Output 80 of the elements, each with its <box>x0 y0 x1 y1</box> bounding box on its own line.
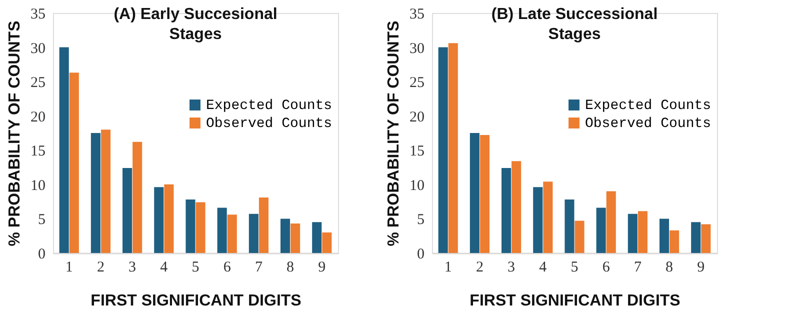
legend-label: Observed Counts <box>206 116 332 132</box>
bar <box>691 222 701 253</box>
bar <box>258 197 268 253</box>
bar <box>502 168 512 253</box>
bar <box>448 43 458 253</box>
bar <box>564 200 574 253</box>
bar <box>154 187 164 253</box>
x-tick-label: 5 <box>192 260 200 276</box>
x-tick-label: 8 <box>286 260 294 276</box>
y-tick-label: 25 <box>30 75 46 92</box>
bar <box>164 184 174 253</box>
x-tick-label: 8 <box>666 260 674 276</box>
chart-title: (B) Late Successional Stages <box>491 6 658 43</box>
y-tick-label: 0 <box>38 246 46 262</box>
legend-label: Expected Counts <box>585 98 712 114</box>
y-tick-label: 30 <box>30 40 46 57</box>
y-tick-label: 5 <box>38 212 46 228</box>
x-tick-label: 6 <box>602 260 610 276</box>
x-tick-label: 9 <box>697 260 705 276</box>
bar <box>533 187 543 253</box>
x-tick-label: 4 <box>539 260 548 276</box>
bar <box>543 182 553 253</box>
bar <box>606 191 616 253</box>
bar <box>132 142 142 253</box>
y-tick-label: 10 <box>410 178 424 194</box>
bar <box>280 218 290 253</box>
bar <box>470 133 480 253</box>
bar <box>480 135 490 253</box>
y-tick-label: 20 <box>410 109 424 126</box>
bar <box>122 168 132 253</box>
y-tick-label: 10 <box>30 178 46 194</box>
bar <box>701 224 711 253</box>
y-tick-label: 0 <box>417 246 424 262</box>
y-tick-label: 5 <box>417 212 424 228</box>
legend-label: Observed Counts <box>585 116 712 132</box>
x-tick-label: 1 <box>65 260 73 276</box>
x-tick-label: 5 <box>570 260 578 276</box>
bar <box>290 224 300 253</box>
x-tick-label: 2 <box>476 260 484 276</box>
x-tick-label: 3 <box>508 260 516 276</box>
x-tick-label: 3 <box>128 260 136 276</box>
bar <box>628 214 638 253</box>
bar <box>69 72 79 253</box>
x-tick-label: 7 <box>634 260 642 276</box>
legend-label: Expected Counts <box>206 98 332 114</box>
bar <box>312 222 322 253</box>
bar <box>217 208 227 253</box>
x-tick-label: 2 <box>96 260 104 276</box>
x-tick-label: 7 <box>254 260 263 276</box>
y-tick-label: 15 <box>30 144 46 160</box>
bar <box>59 47 69 253</box>
y-tick-label: 35 <box>410 6 424 22</box>
bar <box>186 200 196 253</box>
bar <box>100 130 111 253</box>
x-axis-title: FIRST SIGNIFICANT DIGITS <box>90 292 302 310</box>
bar <box>659 218 670 253</box>
x-tick-label: 1 <box>444 260 452 276</box>
y-tick-label: 35 <box>30 6 46 22</box>
bar <box>227 214 237 253</box>
y-axis-title: % PROBABILITY OF COUNTS <box>6 20 24 246</box>
x-axis-title: FIRST SIGNIFICANT DIGITS <box>470 292 681 310</box>
bar <box>322 232 332 253</box>
y-tick-label: 20 <box>30 109 46 126</box>
bar <box>574 220 584 253</box>
y-axis-title: % PROBABILITY OF COUNTS <box>386 20 402 246</box>
chart-title: (A) Early Succesional Stages <box>114 6 278 43</box>
x-tick-label: 9 <box>318 260 326 276</box>
bar <box>248 214 258 253</box>
bar <box>90 133 100 253</box>
bar <box>438 47 448 253</box>
bar <box>196 202 206 253</box>
y-tick-label: 30 <box>410 40 424 57</box>
bar <box>512 161 522 253</box>
x-tick-label: 6 <box>223 260 232 276</box>
bar <box>638 211 648 253</box>
y-tick-label: 25 <box>410 75 424 92</box>
x-tick-label: 4 <box>160 260 168 276</box>
bar <box>670 230 680 253</box>
bar <box>596 208 606 253</box>
y-tick-label: 15 <box>410 144 424 160</box>
